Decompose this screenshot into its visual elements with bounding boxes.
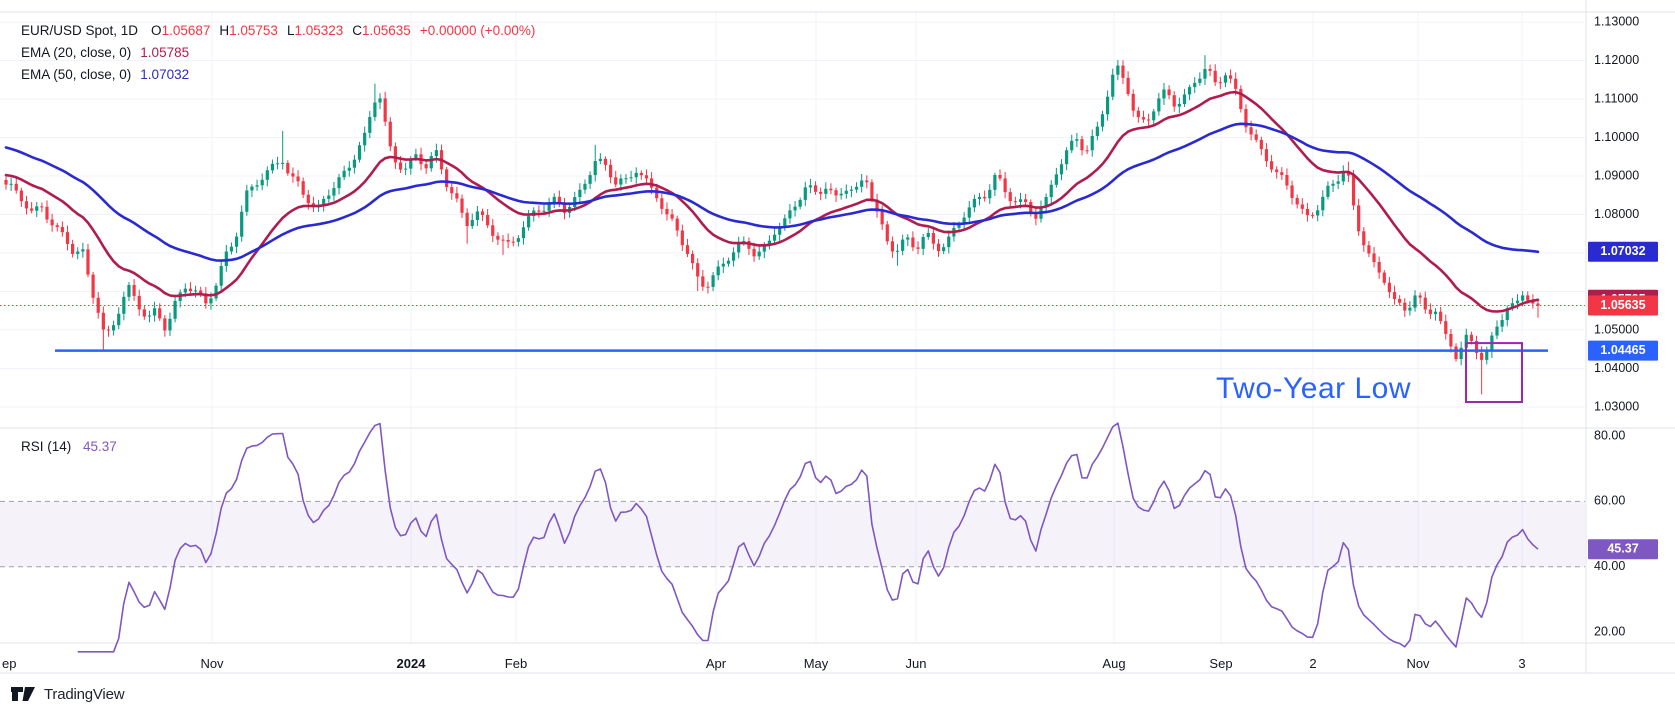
time-tick-label: ep xyxy=(2,656,16,671)
last-price-badge: 1.05635 xyxy=(1588,295,1658,316)
ema50-legend-row[interactable]: EMA (50, close, 0) 1.07032 xyxy=(21,64,535,86)
time-tick-label: Nov xyxy=(200,656,224,671)
rsi-axis[interactable]: 80.00 60.00 40.00 20.00 xyxy=(1594,428,1625,638)
price-tick-label: 1.05000 xyxy=(1594,322,1639,336)
ema50-line[interactable] xyxy=(4,122,1540,262)
rsi-line[interactable] xyxy=(77,422,1539,653)
support-price-badge: 1.04465 xyxy=(1588,340,1658,361)
ema50-badge: 1.07032 xyxy=(1588,241,1658,262)
high-pair: H 1.05753 xyxy=(219,20,278,42)
tradingview-logo-text: TradingView xyxy=(44,685,125,703)
close-pair: C 1.05635 xyxy=(352,20,411,42)
price-tick-label: 1.08000 xyxy=(1594,207,1639,221)
gridlines xyxy=(0,12,1585,643)
time-axis[interactable]: ep Nov 2024 Feb Apr May Jun Aug Sep 2 Nov 3 xyxy=(2,656,1526,671)
tradingview-logo-icon xyxy=(11,687,35,701)
rsi-tick-label: 20.00 xyxy=(1594,624,1625,638)
rsi-tick-label: 80.00 xyxy=(1594,428,1625,442)
price-tick-label: 1.03000 xyxy=(1594,399,1639,413)
open-label: O xyxy=(151,23,162,38)
rsi-band xyxy=(0,500,1585,568)
time-tick-label: Sep xyxy=(1209,656,1232,671)
candlestick-series xyxy=(4,55,1540,395)
price-tick-label: 1.09000 xyxy=(1594,168,1639,182)
time-tick-label: Apr xyxy=(706,656,727,671)
tradingview-attribution[interactable]: TradingView xyxy=(10,685,125,703)
rsi-badge: 45.37 xyxy=(1588,539,1658,560)
price-tick-label: 1.11000 xyxy=(1594,91,1638,105)
open-value: 1.05687 xyxy=(161,23,211,38)
time-tick-label: 2024 xyxy=(397,656,427,671)
rsi-tick-label: 60.00 xyxy=(1594,494,1625,508)
high-label: H xyxy=(219,23,230,38)
price-tick-label: 1.04000 xyxy=(1594,361,1639,375)
close-label: C xyxy=(352,23,363,38)
rsi-label: RSI (14) xyxy=(21,439,72,454)
time-tick-label: 2 xyxy=(1309,656,1316,671)
time-tick-label: Feb xyxy=(505,656,527,671)
symbol-title: EUR/USD Spot, 1D xyxy=(21,23,139,38)
two-year-low-box[interactable] xyxy=(1465,342,1523,403)
ema20-label: EMA (20, close, 0) xyxy=(21,45,132,60)
rsi-legend-row[interactable]: RSI (14) 45.37 xyxy=(21,439,117,454)
ema50-label: EMA (50, close, 0) xyxy=(21,67,132,82)
symbol-row[interactable]: EUR/USD Spot, 1D O 1.05687 H 1.05753 L 1.05… xyxy=(21,20,535,42)
svg-text:1.04465: 1.04465 xyxy=(1600,343,1645,357)
price-tick-label: 1.10000 xyxy=(1594,130,1639,144)
ema20-value: 1.05785 xyxy=(140,45,190,60)
time-tick-label: 3 xyxy=(1518,656,1525,671)
close-value: 1.05635 xyxy=(362,23,411,38)
svg-text:1.05635: 1.05635 xyxy=(1600,298,1645,312)
rsi-tick-label: 40.00 xyxy=(1594,559,1625,573)
svg-text:1.07032: 1.07032 xyxy=(1600,244,1645,258)
high-value: 1.05753 xyxy=(229,23,278,38)
low-label: L xyxy=(286,23,295,38)
ema50-value: 1.07032 xyxy=(140,67,190,82)
ema20-line[interactable] xyxy=(4,90,1540,313)
time-tick-label: Nov xyxy=(1406,656,1430,671)
price-axis[interactable]: 1.13000 1.12000 1.11000 1.10000 1.09000 1.080… xyxy=(1594,14,1639,413)
time-tick-label: Jun xyxy=(906,656,927,671)
low-value: 1.05323 xyxy=(294,23,344,38)
change-value: +0.00000 (+0.00%) xyxy=(419,23,536,38)
price-tick-label: 1.13000 xyxy=(1594,14,1639,28)
low-pair: L 1.05323 xyxy=(287,20,343,42)
time-tick-label: May xyxy=(804,656,829,671)
ema20-legend-row[interactable]: EMA (20, close, 0) 1.05785 xyxy=(21,42,535,64)
pane-borders xyxy=(0,0,1675,674)
svg-text:45.37: 45.37 xyxy=(1607,542,1638,556)
open-pair: O 1.05687 xyxy=(151,20,210,42)
price-tick-label: 1.12000 xyxy=(1594,53,1639,67)
two-year-low-label[interactable]: Two-Year Low xyxy=(1216,372,1411,405)
rsi-value: 45.37 xyxy=(83,439,117,454)
time-tick-label: Aug xyxy=(1102,656,1125,671)
chart-legend: EUR/USD Spot, 1D O 1.05687 H 1.05753 L 1.05… xyxy=(21,20,535,86)
